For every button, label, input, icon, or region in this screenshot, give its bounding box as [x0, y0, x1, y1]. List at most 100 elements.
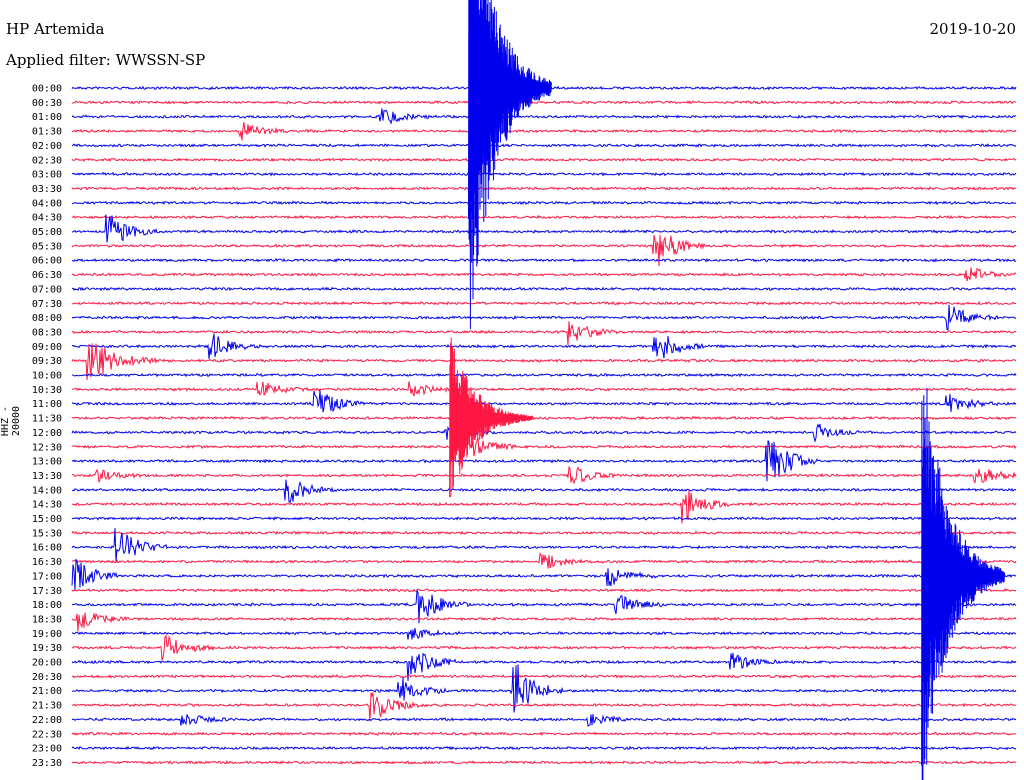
trace-row-1600 [71, 528, 1017, 562]
large-event-1 [449, 337, 533, 498]
trace-row-2100 [71, 664, 1017, 713]
trace-row-0730 [71, 300, 1017, 306]
trace-row-1900 [71, 628, 1017, 640]
row-time-label: 07:30 [32, 299, 62, 310]
row-time-label: 08:00 [32, 313, 62, 324]
row-time-label: 16:30 [32, 557, 62, 568]
row-time-label: 08:30 [32, 327, 62, 338]
trace-row-0330 [71, 186, 1017, 191]
row-time-label: 00:30 [32, 98, 62, 109]
trace-row-1630 [71, 552, 1017, 569]
large-event-2 [921, 387, 1005, 780]
trace-row-0600 [71, 257, 1017, 263]
trace-row-0830 [71, 321, 1017, 345]
trace-row-0300 [71, 171, 1017, 177]
trace-row-0930 [71, 343, 1017, 381]
row-time-label: 17:00 [32, 571, 62, 582]
row-time-label: 12:00 [32, 428, 62, 439]
trace-row-1100 [71, 390, 1017, 413]
trace-row-0430 [72, 214, 1017, 220]
row-time-label: 06:00 [32, 256, 62, 267]
date-label: 2019-10-20 [929, 20, 1016, 38]
trace-row-0630 [71, 267, 1017, 282]
row-time-label: 02:00 [32, 141, 62, 152]
row-time-label: 21:30 [32, 701, 62, 712]
trace-row-0100 [71, 108, 1017, 125]
trace-row-1730 [71, 587, 1017, 593]
row-time-label: 23:30 [32, 758, 62, 769]
trace-row-0130 [72, 122, 1017, 141]
trace-row-2200 [71, 713, 1017, 727]
row-time-label: 14:00 [32, 485, 62, 496]
trace-row-0530 [71, 235, 1017, 267]
row-time-label: 19:00 [32, 629, 62, 640]
row-time-label: 13:30 [32, 471, 62, 482]
trace-row-1200 [71, 423, 1017, 443]
trace-row-1230 [71, 428, 1017, 458]
row-time-label: 15:30 [32, 528, 62, 539]
row-time-label: 14:30 [32, 500, 62, 511]
row-time-label: 16:00 [32, 543, 62, 554]
row-time-label: 04:30 [32, 213, 62, 224]
trace-row-2330 [71, 759, 1017, 765]
station-title: HP Artemida [6, 20, 105, 38]
row-time-label: 18:30 [32, 614, 62, 625]
trace-row-1000 [71, 372, 1017, 378]
row-time-label: 21:00 [32, 686, 62, 697]
trace-row-0400 [71, 200, 1017, 206]
trace-row-0800 [71, 304, 1017, 331]
trace-row-2000 [71, 652, 1017, 681]
trace-row-1800 [71, 589, 1017, 624]
row-time-label: 12:30 [32, 442, 62, 453]
row-time-label: 09:00 [32, 342, 62, 353]
trace-row-0230 [71, 157, 1017, 163]
row-time-label: 17:30 [32, 586, 62, 597]
row-time-label: 20:30 [32, 672, 62, 683]
trace-row-1130 [71, 415, 1017, 421]
row-time-label: 02:30 [32, 155, 62, 166]
row-time-label: 13:00 [32, 457, 62, 468]
trace-row-1700 [71, 558, 1017, 591]
row-time-label: 01:00 [32, 112, 62, 123]
row-time-label: 03:30 [32, 184, 62, 195]
trace-row-0700 [71, 286, 1017, 292]
row-time-label: 06:30 [32, 270, 62, 281]
row-time-label: 11:00 [32, 399, 62, 410]
trace-row-2030 [71, 673, 1017, 679]
trace-row-0500 [71, 214, 1017, 243]
trace-row-0030 [71, 100, 1017, 105]
trace-row-1330 [71, 465, 1017, 485]
row-time-label: 00:00 [32, 84, 62, 95]
row-time-label: 10:30 [32, 385, 62, 396]
trace-row-2300 [71, 745, 1017, 751]
trace-row-1030 [71, 381, 1017, 397]
row-time-label: 19:30 [32, 643, 62, 654]
row-time-label: 04:00 [32, 198, 62, 209]
large-event-0 [468, 0, 552, 330]
trace-row-1500 [72, 516, 1017, 521]
trace-row-1430 [71, 489, 1017, 524]
trace-row-1400 [71, 479, 1017, 504]
trace-row-0900 [72, 333, 1017, 359]
row-time-label: 03:00 [32, 170, 62, 181]
trace-row-2130 [71, 692, 1017, 722]
row-time-label: 22:00 [32, 715, 62, 726]
filter-label: Applied filter: WWSSN-SP [6, 51, 206, 69]
row-time-label: 20:00 [32, 658, 62, 669]
trace-row-1530 [71, 530, 1017, 536]
row-time-label: 23:00 [32, 744, 62, 755]
row-time-label: 05:30 [32, 241, 62, 252]
row-time-label: 07:00 [32, 284, 62, 295]
trace-row-1930 [71, 634, 1017, 662]
row-time-label: 22:30 [32, 729, 62, 740]
row-time-label: 15:00 [32, 514, 62, 525]
row-time-label: 05:00 [32, 227, 62, 238]
trace-row-1300 [71, 440, 1017, 482]
trace-row-0200 [71, 143, 1017, 148]
trace-row-2230 [71, 731, 1017, 737]
row-time-label: 10:00 [32, 371, 62, 382]
row-time-label: 01:30 [32, 127, 62, 138]
row-time-label: 18:00 [32, 600, 62, 611]
row-time-label: 11:30 [32, 414, 62, 425]
